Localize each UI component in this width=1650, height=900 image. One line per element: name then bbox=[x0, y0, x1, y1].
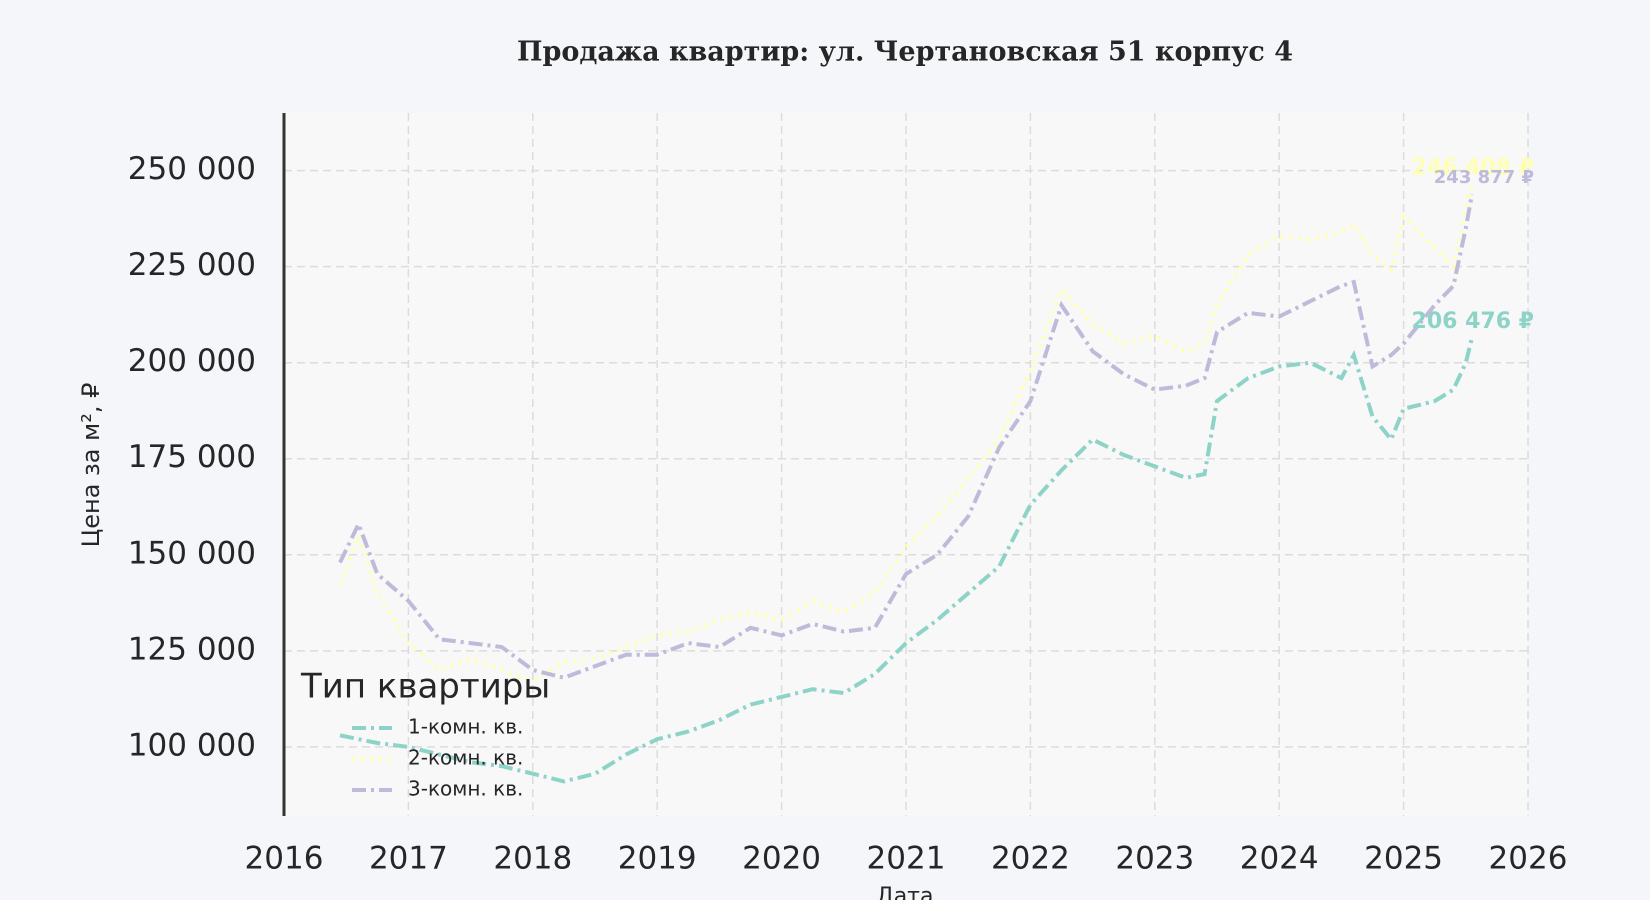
legend: Тип квартиры 1-комн. кв. 2-комн. кв. 3-ком… bbox=[300, 667, 550, 801]
y-tick-label: 125 000 bbox=[128, 631, 256, 667]
y-tick-label: 175 000 bbox=[128, 439, 256, 475]
chart-title: Продажа квартир: ул. Чертановская 51 кор… bbox=[517, 37, 1293, 68]
x-tick-label: 2023 bbox=[1115, 841, 1194, 877]
x-tick-label: 2024 bbox=[1240, 841, 1319, 877]
y-tick-label: 150 000 bbox=[128, 535, 256, 571]
end-label: 246 408 ₽ bbox=[1412, 155, 1534, 180]
y-axis-label: Цена за м², ₽ bbox=[77, 383, 105, 548]
x-tick-label: 2018 bbox=[493, 841, 572, 877]
series-line bbox=[339, 337, 1474, 784]
y-tick-label: 225 000 bbox=[128, 247, 256, 283]
legend-label: 3-комн. кв. bbox=[408, 777, 523, 801]
x-tick-label: 2020 bbox=[742, 841, 821, 877]
end-label: 206 476 ₽ bbox=[1412, 309, 1534, 334]
x-tick-label: 2016 bbox=[245, 841, 324, 877]
x-tick-label: 2022 bbox=[991, 841, 1070, 877]
x-axis-label: Дата bbox=[877, 884, 934, 900]
y-tick-label: 250 000 bbox=[128, 151, 256, 187]
legend-label: 2-комн. кв. bbox=[408, 746, 523, 770]
legend-label: 1-комн. кв. bbox=[408, 715, 523, 739]
x-tick-label: 2025 bbox=[1364, 841, 1443, 877]
x-tick-label: 2026 bbox=[1489, 841, 1568, 877]
lines bbox=[338, 183, 1474, 784]
series-line bbox=[338, 193, 1474, 680]
end-label: 243 877 ₽ bbox=[1434, 167, 1534, 188]
y-tick-label: 200 000 bbox=[128, 343, 256, 379]
x-tick-label: 2021 bbox=[867, 841, 946, 877]
x-tick-label: 2019 bbox=[618, 841, 697, 877]
x-tick-label: 2017 bbox=[369, 841, 448, 877]
legend-title: Тип квартиры bbox=[300, 667, 550, 707]
y-tick-label: 100 000 bbox=[128, 727, 256, 763]
